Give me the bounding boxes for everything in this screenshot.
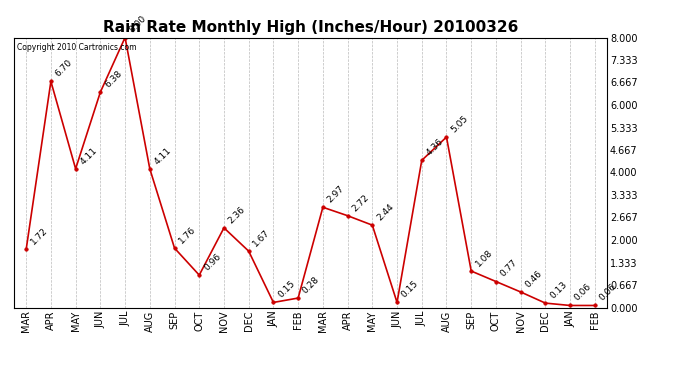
Text: 1.67: 1.67 — [251, 228, 272, 248]
Text: 2.44: 2.44 — [375, 202, 395, 222]
Text: 0.06: 0.06 — [598, 282, 618, 303]
Text: 0.06: 0.06 — [573, 282, 593, 303]
Text: 0.96: 0.96 — [202, 252, 223, 272]
Text: 1.72: 1.72 — [29, 226, 50, 247]
Text: 4.11: 4.11 — [152, 146, 173, 166]
Text: 2.72: 2.72 — [351, 192, 371, 213]
Text: 2.36: 2.36 — [227, 205, 247, 225]
Text: 5.05: 5.05 — [449, 114, 470, 134]
Text: 4.36: 4.36 — [424, 137, 445, 158]
Title: Rain Rate Monthly High (Inches/Hour) 20100326: Rain Rate Monthly High (Inches/Hour) 201… — [103, 20, 518, 35]
Text: 1.76: 1.76 — [177, 225, 198, 245]
Text: 6.70: 6.70 — [54, 58, 75, 79]
Text: 1.08: 1.08 — [474, 248, 495, 268]
Text: 8.00: 8.00 — [128, 14, 148, 35]
Text: 4.11: 4.11 — [79, 146, 99, 166]
Text: 0.15: 0.15 — [276, 279, 297, 300]
Text: 0.13: 0.13 — [548, 280, 569, 300]
Text: Copyright 2010 Cartronics.com: Copyright 2010 Cartronics.com — [17, 43, 136, 52]
Text: 0.15: 0.15 — [400, 279, 420, 300]
Text: 2.97: 2.97 — [326, 184, 346, 204]
Text: 0.77: 0.77 — [499, 258, 520, 279]
Text: 0.46: 0.46 — [524, 269, 544, 289]
Text: 6.38: 6.38 — [103, 69, 124, 89]
Text: 0.28: 0.28 — [301, 275, 322, 295]
